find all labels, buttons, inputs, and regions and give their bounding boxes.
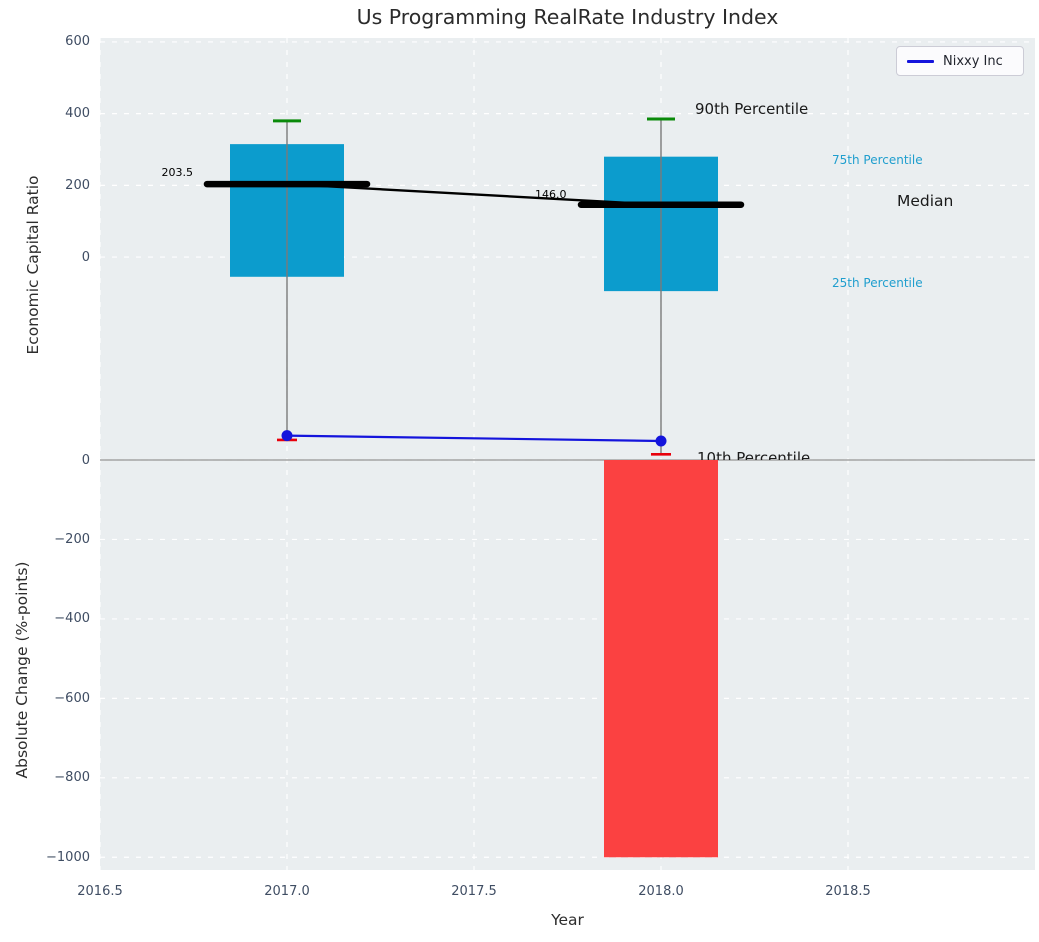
annotation-10th-percentile: 10th Percentile	[697, 449, 811, 460]
top-y-tick: 400	[65, 106, 90, 122]
annotation-25th-percentile: 25th Percentile	[832, 276, 923, 290]
chart-title: Us Programming RealRate Industry Index	[356, 5, 779, 29]
x-tick: 2018.0	[638, 884, 684, 899]
bottom-y-tick: −800	[54, 770, 90, 786]
top-y-tick: 200	[65, 177, 90, 193]
median-value-label: 203.5	[161, 166, 194, 180]
legend-label: Nixxy Inc	[943, 53, 1003, 69]
x-tick: 2017.5	[451, 884, 497, 899]
nixxy-point	[655, 435, 667, 447]
top-y-tick: 0	[81, 249, 90, 265]
top-y-tick: 600	[65, 34, 90, 50]
x-tick: 2017.0	[264, 884, 310, 899]
median-trend-line	[286, 182, 662, 206]
bottom-y-tick: −400	[54, 611, 90, 627]
x-tick: 2016.5	[77, 884, 123, 899]
bottom-y-tick: −200	[54, 531, 90, 547]
annotation-median: Median	[897, 192, 954, 210]
x-axis-label: Year	[551, 911, 584, 929]
legend: Nixxy Inc	[896, 46, 1024, 76]
median-value-label: 146.0	[535, 187, 567, 201]
legend-line-sample	[907, 59, 934, 63]
bottom-y-tick: −1000	[46, 849, 90, 865]
x-tick: 2018.5	[825, 884, 871, 899]
bottom-y-tick: 0	[81, 452, 90, 468]
nixxy-point	[281, 430, 293, 442]
bottom-y-tick: −600	[54, 690, 90, 706]
annotation-90th-percentile: 90th Percentile	[695, 100, 809, 118]
bottom-y-axis-label: Absolute Change (%-points)	[13, 561, 31, 779]
nixxy-line	[286, 434, 662, 443]
top-panel-clip-region: 10th Percentile	[100, 38, 1035, 460]
annotation-75th-percentile: 75th Percentile	[832, 153, 923, 167]
change-bar	[604, 460, 718, 858]
